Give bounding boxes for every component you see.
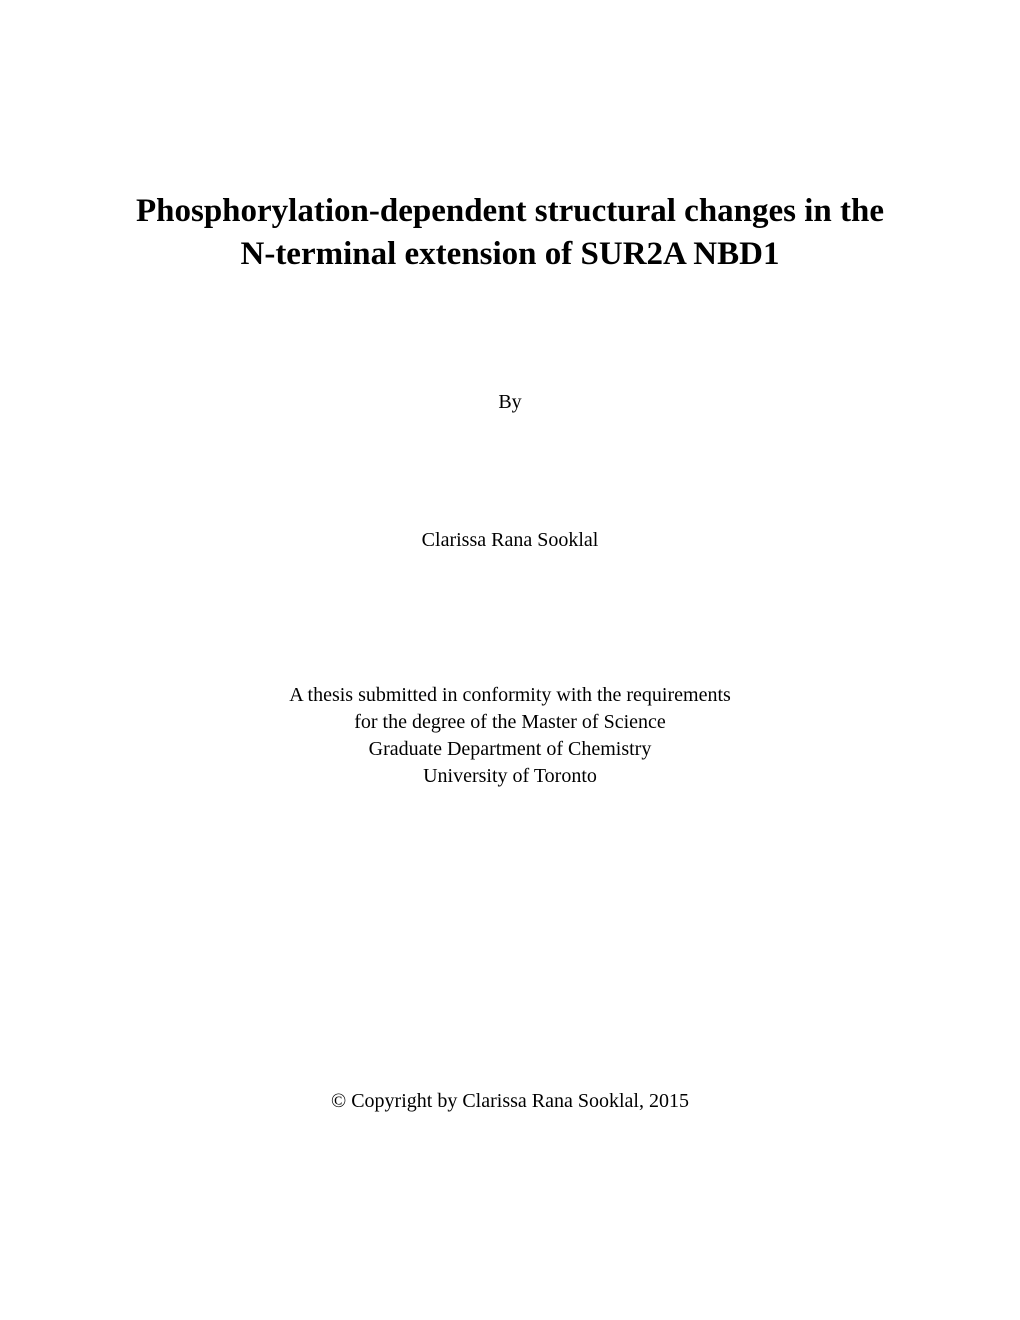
- submission-statement: A thesis submitted in conformity with th…: [120, 682, 900, 790]
- submission-line-1: A thesis submitted in conformity with th…: [120, 682, 900, 709]
- thesis-title: Phosphorylation-dependent structural cha…: [120, 190, 900, 276]
- copyright-notice: © Copyright by Clarissa Rana Sooklal, 20…: [120, 1090, 900, 1113]
- by-label: By: [120, 391, 900, 414]
- author-name: Clarissa Rana Sooklal: [120, 529, 900, 552]
- submission-line-3: Graduate Department of Chemistry: [120, 736, 900, 763]
- submission-line-4: University of Toronto: [120, 763, 900, 790]
- submission-line-2: for the degree of the Master of Science: [120, 709, 900, 736]
